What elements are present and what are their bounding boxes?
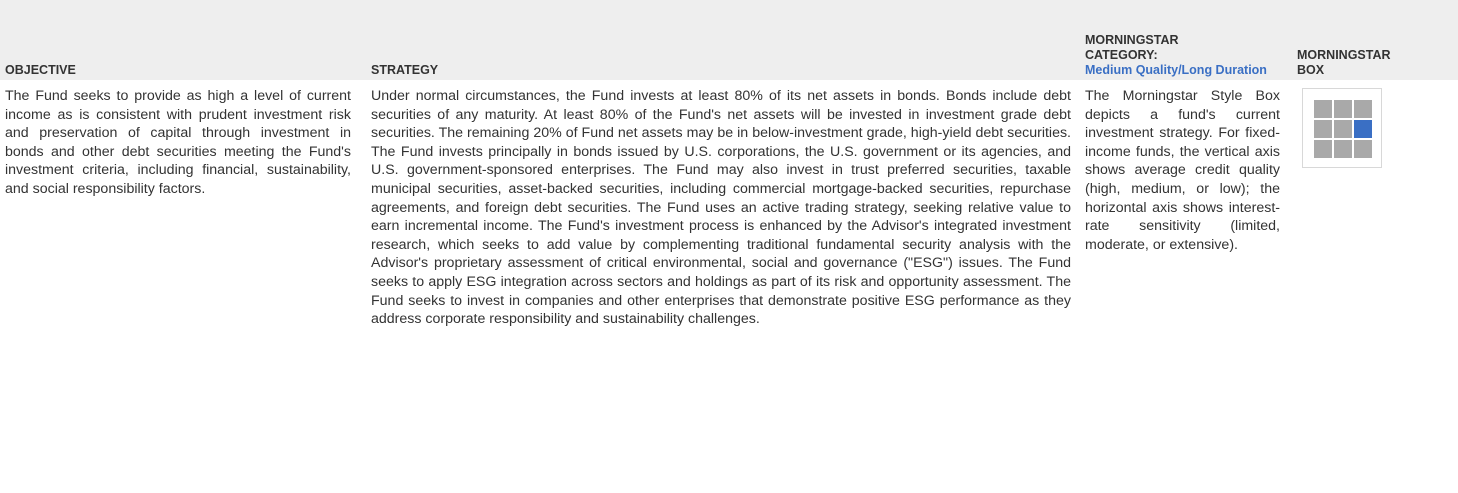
style-cell: [1314, 120, 1332, 138]
category-value: Medium Quality/Long Duration: [1085, 63, 1267, 77]
objective-text: The Fund seeks to provide as high a leve…: [5, 88, 351, 197]
style-cell: [1334, 100, 1352, 118]
style-cell: [1354, 100, 1372, 118]
box-header: MORNINGSTAR BOX: [1297, 48, 1391, 77]
style-cell: [1334, 120, 1352, 138]
style-cell: [1314, 100, 1332, 118]
category-label: MORNINGSTAR CATEGORY:: [1085, 33, 1179, 62]
style-cell-selected: [1354, 120, 1372, 138]
strategy-header: STRATEGY: [371, 63, 439, 77]
objective-header: OBJECTIVE: [5, 63, 76, 77]
style-cell: [1334, 140, 1352, 158]
strategy-text: Under normal circumstances, the Fund inv…: [371, 88, 1071, 328]
style-cell: [1314, 140, 1332, 158]
header-row: OBJECTIVE STRATEGY MORNINGSTAR CATEGORY:…: [0, 0, 1458, 80]
category-header: MORNINGSTAR CATEGORY: Medium Quality/Lon…: [1085, 33, 1275, 80]
style-cell: [1354, 140, 1372, 158]
category-description: The Morningstar Style Box depicts a fund…: [1085, 88, 1280, 253]
style-box: [1302, 88, 1382, 168]
